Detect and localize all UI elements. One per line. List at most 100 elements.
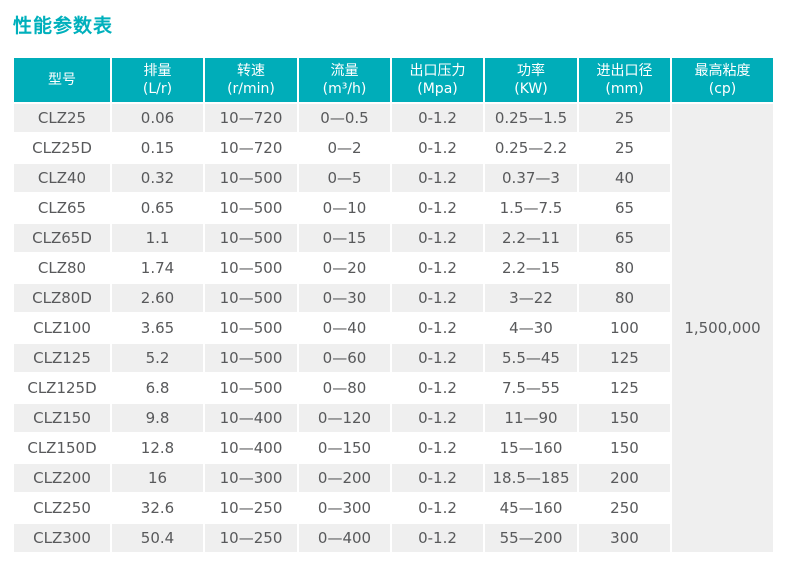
column-name: 转速: [237, 63, 265, 79]
cell-power: 4—30: [485, 314, 577, 342]
cell-displacement: 5.2: [112, 344, 203, 372]
table-body: CLZ25 0.06 10—720 0—0.5 0-1.2 0.25—1.5 25 1,500…: [14, 104, 773, 552]
cell-outlet-pressure: 0-1.2: [392, 224, 483, 252]
cell-model: CLZ150: [14, 404, 110, 432]
cell-power: 11—90: [485, 404, 577, 432]
cell-power: 5.5—45: [485, 344, 577, 372]
cell-port-diameter: 250: [579, 494, 670, 522]
table-row-clz250: CLZ250 32.6 10—250 0—300 0-1.2 45—160 250: [14, 494, 773, 522]
column-header-port-diameter: 进出口径 (mm): [579, 58, 670, 102]
page-title: 性能参数表: [13, 15, 114, 37]
column-header-outlet-pressure: 出口压力 (Mpa): [392, 58, 483, 102]
cell-power: 55—200: [485, 524, 577, 552]
cell-speed: 10—500: [205, 284, 297, 312]
column-unit: (m³/h): [322, 81, 367, 97]
cell-speed: 10—500: [205, 194, 297, 222]
cell-power: 7.5—55: [485, 374, 577, 402]
cell-speed: 10—500: [205, 374, 297, 402]
table-row-clz40: CLZ40 0.32 10—500 0—5 0-1.2 0.37—3 40: [14, 164, 773, 192]
column-name: 最高粘度: [694, 63, 751, 79]
cell-displacement: 2.60: [112, 284, 203, 312]
cell-port-diameter: 125: [579, 344, 670, 372]
cell-flow: 0—30: [299, 284, 390, 312]
cell-model: CLZ150D: [14, 434, 110, 462]
cell-speed: 10—500: [205, 344, 297, 372]
cell-outlet-pressure: 0-1.2: [392, 494, 483, 522]
cell-model: CLZ25: [14, 104, 110, 132]
table-row-clz25: CLZ25 0.06 10—720 0—0.5 0-1.2 0.25—1.5 25 1,500…: [14, 104, 773, 552]
cell-displacement: 0.06: [112, 104, 203, 132]
column-header-displacement: 排量 (L/r): [112, 58, 203, 102]
column-name: 排量: [143, 63, 172, 79]
cell-power: 15—160: [485, 434, 577, 462]
column-name: 进出口径: [596, 63, 653, 79]
cell-displacement: 6.8: [112, 374, 203, 402]
cell-speed: 10—500: [205, 254, 297, 282]
cell-model: CLZ80D: [14, 284, 110, 312]
performance-parameter-table: 型号 排量 (L/r) 转速 (r/min) 流量 (m³/h) 出口压力 (Mpa) 功率 (KW…: [12, 56, 775, 554]
column-header-speed: 转速 (r/min): [205, 58, 297, 102]
cell-port-diameter: 200: [579, 464, 670, 492]
cell-speed: 10—500: [205, 224, 297, 252]
cell-model: CLZ300: [14, 524, 110, 552]
cell-outlet-pressure: 0-1.2: [392, 434, 483, 462]
table-row-clz65: CLZ65 0.65 10—500 0—10 0-1.2 1.5—7.5 65: [14, 194, 773, 222]
column-name: 流量: [330, 63, 359, 79]
cell-displacement: 0.15: [112, 134, 203, 162]
table-row-clz80: CLZ80 1.74 10—500 0—20 0-1.2 2.2—15 80: [14, 254, 773, 282]
cell-outlet-pressure: 0-1.2: [392, 314, 483, 342]
cell-flow: 0—200: [299, 464, 390, 492]
cell-displacement: 12.8: [112, 434, 203, 462]
cell-flow: 0—15: [299, 224, 390, 252]
cell-model: CLZ200: [14, 464, 110, 492]
cell-port-diameter: 40: [579, 164, 670, 192]
cell-speed: 10—500: [205, 164, 297, 192]
table-row-clz200: CLZ200 16 10—300 0—200 0-1.2 18.5—185 200: [14, 464, 773, 492]
column-header-flow: 流量 (m³/h): [299, 58, 390, 102]
cell-speed: 10—250: [205, 494, 297, 522]
cell-outlet-pressure: 0-1.2: [392, 464, 483, 492]
column-unit: (L/r): [142, 81, 173, 97]
cell-port-diameter: 300: [579, 524, 670, 552]
cell-outlet-pressure: 0-1.2: [392, 524, 483, 552]
cell-displacement: 16: [112, 464, 203, 492]
column-unit: (mm): [605, 81, 644, 97]
cell-port-diameter: 25: [579, 104, 670, 132]
cell-power: 45—160: [485, 494, 577, 522]
cell-displacement: 0.65: [112, 194, 203, 222]
table-row-clz125: CLZ125 5.2 10—500 0—60 0-1.2 5.5—45 125: [14, 344, 773, 372]
cell-outlet-pressure: 0-1.2: [392, 404, 483, 432]
cell-model: CLZ65D: [14, 224, 110, 252]
cell-port-diameter: 80: [579, 284, 670, 312]
cell-outlet-pressure: 0-1.2: [392, 194, 483, 222]
cell-flow: 0—20: [299, 254, 390, 282]
cell-outlet-pressure: 0-1.2: [392, 134, 483, 162]
column-unit: (r/min): [227, 81, 275, 97]
cell-outlet-pressure: 0-1.2: [392, 254, 483, 282]
cell-model: CLZ125: [14, 344, 110, 372]
cell-power: 2.2—15: [485, 254, 577, 282]
column-unit: (Mpa): [417, 81, 458, 97]
cell-outlet-pressure: 0-1.2: [392, 104, 483, 132]
cell-speed: 10—250: [205, 524, 297, 552]
cell-max-viscosity-merged: 1,500,000: [672, 104, 773, 552]
cell-outlet-pressure: 0-1.2: [392, 344, 483, 372]
table-header-row: 型号 排量 (L/r) 转速 (r/min) 流量 (m³/h) 出口压力 (Mpa) 功率 (KW…: [14, 58, 773, 102]
table-row-clz150: CLZ150 9.8 10—400 0—120 0-1.2 11—90 150: [14, 404, 773, 432]
cell-port-diameter: 100: [579, 314, 670, 342]
cell-speed: 10—500: [205, 314, 297, 342]
cell-displacement: 1.74: [112, 254, 203, 282]
cell-flow: 0—80: [299, 374, 390, 402]
cell-displacement: 3.65: [112, 314, 203, 342]
cell-port-diameter: 150: [579, 404, 670, 432]
cell-outlet-pressure: 0-1.2: [392, 374, 483, 402]
cell-flow: 0—400: [299, 524, 390, 552]
cell-speed: 10—300: [205, 464, 297, 492]
cell-port-diameter: 150: [579, 434, 670, 462]
column-header-max-viscosity: 最高粘度 (cp): [672, 58, 773, 102]
cell-model: CLZ25D: [14, 134, 110, 162]
cell-flow: 0—10: [299, 194, 390, 222]
cell-power: 18.5—185: [485, 464, 577, 492]
cell-model: CLZ100: [14, 314, 110, 342]
